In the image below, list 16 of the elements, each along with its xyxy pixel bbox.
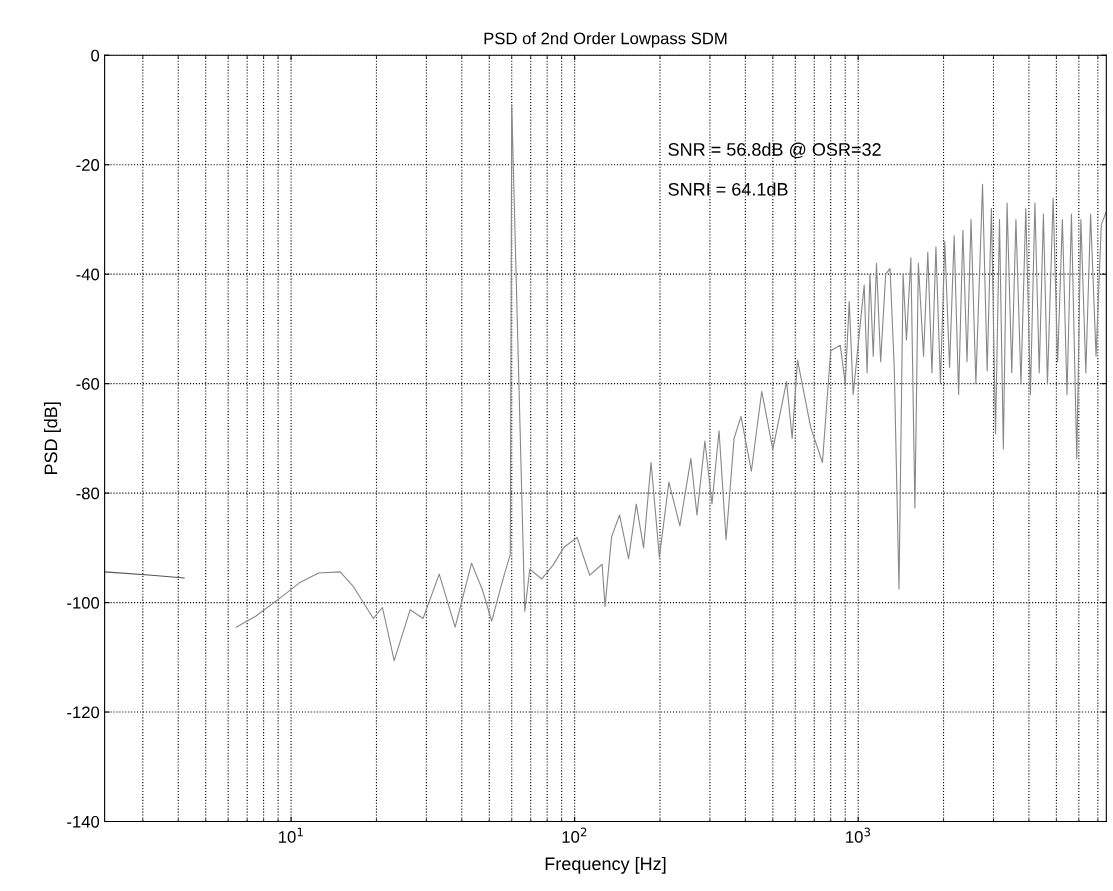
annotation: SNRI = 64.1dB <box>668 182 788 196</box>
y-tick-label: 0 <box>91 49 100 62</box>
y-tick-label: -120 <box>67 706 100 719</box>
x-tick-label: 10$^{3}$ <box>846 827 871 843</box>
chart-title: PSD of 2nd Order Lowpass SDM <box>484 32 727 48</box>
x-tick-label: 10$^{2}$ <box>562 827 587 843</box>
y-tick-label: -20 <box>76 159 100 171</box>
y-tick-label: -40 <box>76 268 100 281</box>
y-tick-label: -60 <box>76 378 100 390</box>
annotation: SNR = 56.8dB @ OSR=32 <box>668 142 881 159</box>
y-axis-title: PSD [dB] <box>44 402 61 475</box>
y-tick-label: -100 <box>67 596 100 609</box>
x-tick-label: 10$^{1}$ <box>279 827 303 843</box>
x-axis-title: Frequency [Hz] <box>545 856 666 874</box>
y-tick-label: -140 <box>67 815 100 828</box>
y-tick-label: -80 <box>76 487 100 500</box>
